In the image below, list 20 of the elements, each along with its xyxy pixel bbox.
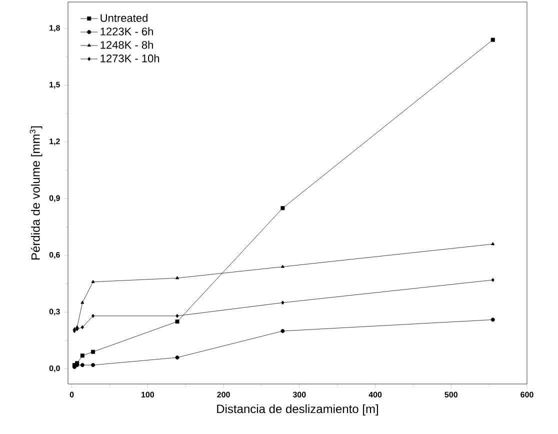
x-tick-label: 200 xyxy=(217,392,230,398)
legend-label: 1248K - 8h xyxy=(100,40,153,49)
x-tick-label: 100 xyxy=(141,392,154,398)
x-tick-label: 600 xyxy=(520,392,534,398)
x-axis-title: Distancia de deslizamiento [m] xyxy=(217,404,378,416)
x-tick-label: 0 xyxy=(70,392,74,398)
x-tick-label: 500 xyxy=(444,392,458,398)
y-tick-label: 1,8 xyxy=(50,25,60,32)
legend-label: 1273K - 10h xyxy=(100,54,160,62)
y-tick-label: 0,6 xyxy=(49,252,60,259)
legend-label: 1223K - 6h xyxy=(100,27,153,36)
y-tick-label: 0,9 xyxy=(49,195,60,202)
y-tick-label: 0,0 xyxy=(49,365,60,372)
y-tick-label: 1,5 xyxy=(50,82,60,89)
x-tick-label: 300 xyxy=(292,392,306,398)
y-tick-label: 1,2 xyxy=(50,138,60,146)
legend-label: Untreated xyxy=(100,14,148,22)
x-tick-label: 400 xyxy=(368,392,382,398)
y-axis-title: Pérdida de volume [mm$^{3}$] xyxy=(30,126,42,260)
y-tick-label: 0,3 xyxy=(49,308,60,316)
